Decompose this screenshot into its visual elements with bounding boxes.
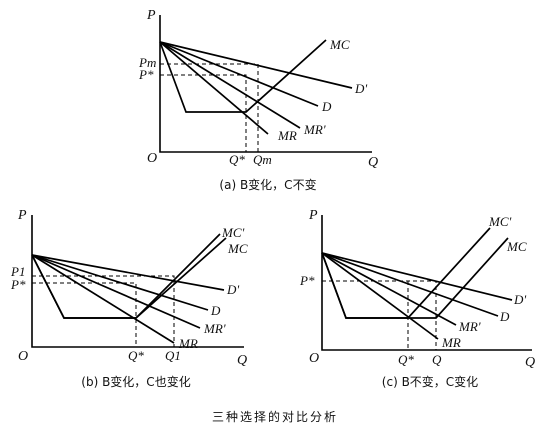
panel-c-label-d-prime: D' [513, 292, 526, 307]
panel-b-label-mr-prime: MR' [203, 321, 226, 336]
figure-title: 三种选择的对比分析 [212, 409, 338, 424]
panel-c-x-axis-label: Q [525, 355, 535, 370]
panel-b-caption: (b) B变化，C也变化 [81, 374, 190, 389]
panel-c-demand-curve-d-prime [321, 252, 513, 301]
panel-c-label-mc: MC [506, 239, 527, 254]
panel-c-axes [321, 215, 532, 351]
panel-c-tick-q: Q [432, 352, 442, 367]
panel-a-tick-pstar: P* [138, 67, 154, 82]
panel-a-tick-qstar: Q* [229, 152, 245, 167]
panel-c-label-mc-prime: MC' [488, 214, 512, 229]
panel-b-label-d: D [210, 303, 221, 318]
panel-b-label-mc: MC [227, 241, 248, 256]
panel-b-tick-pstar: P* [10, 277, 26, 292]
panel-c-guide-pstar [322, 280, 437, 350]
panel-a-label-mr: MR [277, 128, 297, 143]
panel-b-tick-qstar: Q* [128, 348, 144, 363]
panel-a-demand-curve-d [159, 41, 319, 107]
panel-b-y-axis-label: P [17, 208, 27, 223]
panel-a-guide-pstar [160, 74, 247, 152]
panel-a-origin-label: O [147, 151, 157, 166]
panel-c-y-axis-label: P [308, 208, 318, 223]
panel-b-mc-prime-curve [31, 233, 221, 319]
panel-c-caption: (c) B不变，C变化 [382, 374, 478, 389]
panel-b-x-axis-label: Q [237, 353, 247, 368]
panel-c-mr-prime-curve [321, 252, 457, 326]
panel-c-demand-curve-d [321, 252, 499, 317]
panel-a-x-axis-label: Q [368, 155, 378, 170]
panel-c-origin-label: O [309, 351, 319, 366]
panel-a-tick-pm: Pm [138, 55, 156, 70]
panel-c-label-mr-prime: MR' [458, 319, 481, 334]
panel-b-mr-prime-curve [31, 254, 201, 329]
panel-c-mc-curve [321, 237, 509, 319]
panel-a-label-mc: MC [329, 37, 350, 52]
panel-a-mr-curve [159, 41, 269, 135]
panel-c-mc-prime-curve [321, 227, 491, 319]
panel-b-label-mr: MR [178, 336, 198, 351]
panel-c-label-d: D [499, 309, 510, 324]
panel-a-guide-pm [160, 63, 259, 152]
panel-b-guide-p1 [32, 275, 175, 347]
panel-b-axes [31, 215, 244, 348]
panel-a-label-mr-prime: MR' [303, 122, 326, 137]
panel-c-tick-pstar: P* [299, 273, 315, 288]
panel-b-demand-curve-d-prime [31, 254, 225, 291]
panel-c-tick-qstar: Q* [398, 352, 414, 367]
panel-a-mr-prime-curve [159, 41, 301, 129]
panel-b: P Q O P1 P* Q* Q1 MC' MC D' D MR' MR (b)… [10, 208, 248, 389]
panel-a-label-d: D [321, 99, 332, 114]
panel-b-origin-label: O [18, 349, 28, 364]
panel-c-label-mr: MR [441, 335, 461, 350]
panel-c: P Q O P* Q* Q MC' MC D' D MR' MR (c) B不变… [299, 208, 535, 389]
panel-a: P Q O Pm P* Q* Qm MC D' D MR' MR (a) B变化… [138, 8, 378, 192]
panel-a-label-d-prime: D' [354, 81, 367, 96]
panel-a-mc-curve [159, 39, 327, 113]
panel-a-demand-curve-d-prime [159, 41, 353, 89]
panel-a-caption: (a) B变化，C不变 [219, 177, 316, 192]
panel-b-mr-curve [31, 254, 175, 344]
panel-a-axes [159, 15, 372, 153]
panel-b-tick-p1: P1 [10, 264, 25, 279]
panel-b-label-d-prime: D' [226, 282, 239, 297]
panel-a-y-axis-label: P [146, 8, 156, 23]
panel-b-label-mc-prime: MC' [221, 225, 245, 240]
panel-b-tick-q1: Q1 [165, 348, 181, 363]
panel-a-tick-qm: Qm [253, 152, 272, 167]
panel-c-mr-curve [321, 252, 439, 340]
